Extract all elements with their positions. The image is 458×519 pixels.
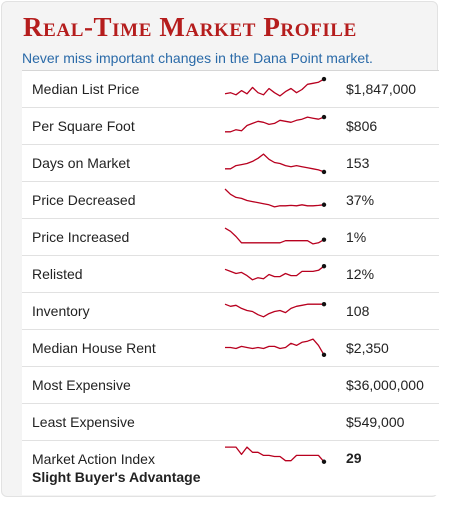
sparkline-path xyxy=(224,303,324,318)
stat-label: Days on Market xyxy=(32,155,131,171)
sparkline-endpoint xyxy=(321,169,327,175)
sparkline-endpoint xyxy=(321,237,327,242)
stat-label: Market Action Index xyxy=(32,451,155,467)
stat-value: 12% xyxy=(346,266,375,282)
stat-value: 153 xyxy=(346,155,370,171)
sparkline-path xyxy=(224,265,325,281)
sparkline-endpoint xyxy=(321,459,327,464)
stat-row-inventory: Inventory 108 xyxy=(22,293,439,330)
stat-value: $2,350 xyxy=(346,340,389,356)
stat-label: Median List Price xyxy=(32,81,140,97)
market-action-index-sparkline xyxy=(225,446,327,464)
median-list-price-sparkline xyxy=(224,76,327,97)
market-stats-table: Median List Price $1,847,000 Per Square … xyxy=(22,70,439,495)
stat-value: $806 xyxy=(346,118,378,134)
stat-row-least-expensive: Least Expensive $549,000 xyxy=(22,404,439,441)
stat-label: Per Square Foot xyxy=(32,118,135,134)
stat-label: Median House Rent xyxy=(32,340,156,356)
stat-row-per-square-foot: Per Square Foot $806 xyxy=(22,108,439,145)
stat-row-median-house-rent: Median House Rent $2,350 xyxy=(22,330,439,367)
inventory-sparkline xyxy=(224,302,327,318)
stat-value: $1,847,000 xyxy=(346,81,417,97)
per-square-foot-sparkline xyxy=(225,114,327,133)
widget-title: Real-Time Market Profile xyxy=(23,12,357,42)
relisted-sparkline xyxy=(224,263,327,281)
stat-row-days-on-market: Days on Market 153 xyxy=(22,145,439,182)
widget-subtitle[interactable]: Never miss important changes in the Dana… xyxy=(22,50,373,66)
market-profile-widget: Real-Time Market Profile Never miss impo… xyxy=(1,1,439,497)
stat-value: $36,000,000 xyxy=(346,377,424,393)
stat-row-price-increased: Price Increased 1% xyxy=(22,219,439,256)
sparkline-path xyxy=(225,446,325,463)
stat-row-median-list-price: Median List Price $1,847,000 xyxy=(22,71,439,108)
stat-label: Price Increased xyxy=(32,229,130,245)
stat-row-most-expensive: Most Expensive $36,000,000 xyxy=(22,367,439,404)
stat-value: 1% xyxy=(346,229,367,245)
days-on-market-sparkline xyxy=(225,153,327,175)
sparkline-endpoint xyxy=(321,263,327,269)
sparkline-path xyxy=(225,338,325,356)
sparkline-endpoint xyxy=(321,202,327,207)
stat-label: Least Expensive xyxy=(32,414,135,430)
sparkline-endpoint xyxy=(321,114,327,120)
price-increased-sparkline xyxy=(224,227,327,245)
stat-value: 37% xyxy=(346,192,375,208)
sparkline-path xyxy=(225,153,325,173)
median-house-rent-sparkline xyxy=(225,338,327,358)
sparkline-path xyxy=(224,188,325,208)
stat-label: Most Expensive xyxy=(32,377,131,393)
market-action-status: Slight Buyer's Advantage xyxy=(32,469,201,485)
stat-label: Price Decreased xyxy=(32,192,136,208)
stat-row-market-action-index: Market Action Index Slight Buyer's Advan… xyxy=(22,441,439,495)
stat-label: Relisted xyxy=(32,266,83,282)
sparkline-endpoint xyxy=(321,302,327,307)
stat-value: $549,000 xyxy=(346,414,405,430)
price-decreased-sparkline xyxy=(224,188,327,208)
sparkline-path xyxy=(225,116,325,133)
sparkline-endpoint xyxy=(321,76,327,82)
market-action-index-value: 29 xyxy=(346,450,362,466)
sparkline-endpoint xyxy=(321,352,327,358)
sparkline-path xyxy=(224,78,325,97)
sparkline-path xyxy=(224,227,325,245)
stat-value: 108 xyxy=(346,303,370,319)
stat-label: Inventory xyxy=(32,303,90,319)
stat-row-price-decreased: Price Decreased 37% xyxy=(22,182,439,219)
stat-row-relisted: Relisted 12% xyxy=(22,256,439,293)
